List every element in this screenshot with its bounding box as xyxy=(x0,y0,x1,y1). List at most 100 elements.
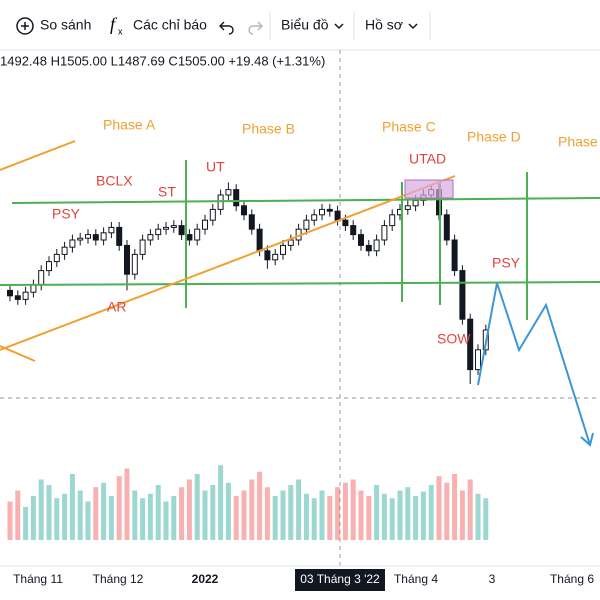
candle-body xyxy=(358,234,364,246)
candle-body xyxy=(178,225,185,236)
candle-body xyxy=(319,208,325,216)
range-bottom xyxy=(0,281,600,286)
candle-body xyxy=(22,291,29,300)
event-label: PSY xyxy=(492,255,521,271)
candle-body xyxy=(163,226,169,230)
volume-bar xyxy=(147,493,153,540)
candle-body xyxy=(248,214,255,230)
volume-bar xyxy=(358,490,364,540)
volume-bar xyxy=(381,493,387,540)
candle-body xyxy=(147,234,154,241)
chart-menu[interactable]: Biểu đồ xyxy=(281,17,329,33)
series xyxy=(7,182,489,540)
projection xyxy=(477,282,591,446)
candle-body xyxy=(280,244,286,255)
candle-body xyxy=(14,295,21,300)
compare-button[interactable]: So sánh xyxy=(40,17,91,33)
profile-menu[interactable]: Hồ sơ xyxy=(365,17,403,33)
volume-bar xyxy=(163,501,169,540)
event-label: UT xyxy=(206,159,225,175)
volume-bar xyxy=(374,485,380,540)
ohlc-legend: 1492.48 H1505.00 L1487.69 C1505.00 +19.4… xyxy=(0,53,325,68)
volume-bar xyxy=(436,476,442,540)
candle-body xyxy=(233,189,240,207)
undo-button[interactable] xyxy=(219,21,234,35)
candle-body xyxy=(155,228,162,236)
candle-body xyxy=(389,214,396,227)
candle-body xyxy=(256,228,263,252)
volume-bar xyxy=(101,482,107,540)
phase-label: Phase C xyxy=(382,119,436,135)
volume-bar xyxy=(46,485,52,540)
volume-bar xyxy=(280,490,286,540)
volume-bar xyxy=(257,471,263,540)
chevron xyxy=(408,23,418,30)
projection-arrow xyxy=(580,432,594,447)
phase-label: Phase xyxy=(558,134,598,150)
candle-body xyxy=(46,261,52,272)
candle-body xyxy=(194,228,201,241)
candle-body xyxy=(77,237,84,241)
candle-body xyxy=(272,253,279,261)
crosshair-time-label: 03 Tháng 3 '22 xyxy=(300,572,380,586)
compare-icon[interactable] xyxy=(16,17,34,35)
candle-body xyxy=(467,318,474,371)
fx-icon: f xyxy=(110,14,118,34)
trend-line xyxy=(0,175,456,351)
redo-button[interactable] xyxy=(248,21,263,35)
x-tick-label: 3 xyxy=(489,572,496,586)
volume-bar xyxy=(62,493,68,540)
candle-body xyxy=(365,244,372,252)
candle-body xyxy=(350,225,357,236)
range-top xyxy=(11,197,600,204)
volume-bar xyxy=(210,485,216,540)
phase-label: Phase D xyxy=(467,129,521,145)
volume-bar xyxy=(132,490,138,540)
x-tick-label: Tháng 6 xyxy=(550,572,594,586)
volume-bar xyxy=(15,490,21,540)
volume-bar xyxy=(202,490,208,540)
volume-bar xyxy=(467,479,473,540)
candle-body xyxy=(225,189,232,196)
x-tick-label: 2022 xyxy=(192,572,219,586)
volume-bar xyxy=(459,490,465,540)
candle-body xyxy=(443,214,450,241)
volume-bar xyxy=(444,482,450,540)
candle-body xyxy=(186,234,193,241)
candle-body xyxy=(100,232,107,241)
volume-bar xyxy=(288,485,294,540)
candle-body xyxy=(85,234,91,239)
candle-body xyxy=(7,289,13,297)
volume-bar xyxy=(311,498,317,540)
candle-body xyxy=(202,219,208,230)
candle-body xyxy=(412,199,419,207)
volume-bar xyxy=(405,487,411,540)
volume-bar xyxy=(483,498,489,540)
volume-bar xyxy=(264,487,270,540)
phase-label: Phase B xyxy=(242,121,295,137)
volume-bar xyxy=(116,476,122,540)
candle-body xyxy=(131,253,138,275)
event-label: SOW xyxy=(437,331,471,347)
candle-body xyxy=(381,225,388,241)
trend-line xyxy=(0,140,76,171)
candle-body xyxy=(264,250,271,261)
indicators-button[interactable]: Các chỉ báo xyxy=(133,17,207,33)
volume-bar xyxy=(389,498,395,540)
candle-body xyxy=(92,234,99,241)
volume-bar xyxy=(327,496,333,540)
volume-bar xyxy=(452,474,458,540)
x-tick-label: Tháng 12 xyxy=(93,572,144,586)
toolbar xyxy=(0,0,600,50)
volume-bar xyxy=(296,479,302,540)
candle-body xyxy=(342,219,349,227)
x-tick-label: Tháng 11 xyxy=(13,572,63,586)
volume-bar xyxy=(38,479,44,540)
volume-bar xyxy=(303,493,309,540)
event-label: ST xyxy=(158,184,176,200)
crosshair-time-badge xyxy=(295,569,385,591)
x-tick-label: Tháng 4 xyxy=(394,572,438,586)
volume-bar xyxy=(93,487,99,540)
annotations xyxy=(0,140,600,447)
candle-body xyxy=(334,210,341,221)
